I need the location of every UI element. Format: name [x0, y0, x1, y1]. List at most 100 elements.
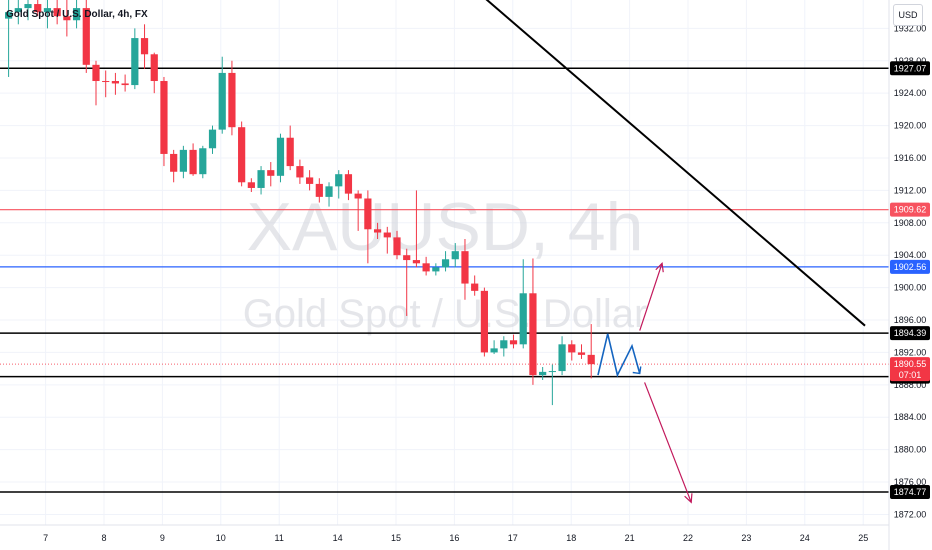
candle-body: [189, 149, 197, 175]
candle-body: [5, 12, 13, 19]
candle-body: [82, 8, 90, 65]
bar-countdown: 07:01: [899, 370, 922, 380]
candle-body: [267, 170, 275, 176]
candle-body: [257, 170, 265, 188]
y-tick-label: 1884.00: [894, 412, 927, 422]
x-tick-label: 10: [216, 533, 226, 543]
bullish-projection-arrow: [639, 263, 663, 331]
candle-body: [577, 352, 586, 355]
x-tick-label: 9: [160, 533, 165, 543]
candle-body: [238, 127, 246, 183]
x-tick-label: 17: [508, 533, 518, 543]
price-badge-1894.39-text: 1894.39: [894, 328, 927, 338]
candle-body: [364, 198, 372, 230]
y-tick-label: 1900.00: [894, 283, 927, 293]
watermark-ticker: XAUUSD, 4h: [247, 189, 644, 265]
x-tick-label: 7: [43, 533, 48, 543]
x-tick-label: 14: [333, 533, 343, 543]
candle-body: [422, 263, 430, 272]
candle-body: [276, 137, 285, 176]
candle-body: [14, 8, 22, 13]
symbol-title: Gold Spot / U.S. Dollar, 4h, FX: [6, 9, 148, 20]
candle-body: [170, 153, 178, 172]
candle-body: [72, 8, 81, 21]
plot-background: [0, 0, 889, 550]
x-tick-label: 18: [566, 533, 576, 543]
price-badge-1894.39: [890, 326, 930, 341]
x-tick-label: 22: [683, 533, 693, 543]
candle-body: [500, 340, 508, 349]
candle-body: [63, 16, 71, 21]
candle-body: [393, 237, 401, 256]
candle-body: [509, 340, 518, 345]
y-tick-label: 1888.00: [894, 380, 927, 390]
y-tick-label: 1924.00: [894, 88, 927, 98]
price-badge-1927.07-text: 1927.07: [894, 63, 927, 73]
candle-body: [529, 293, 537, 376]
y-tick-label: 1912.00: [894, 185, 927, 195]
candle-body: [247, 182, 255, 188]
y-tick-label: 1872.00: [894, 509, 927, 519]
y-tick-label: 1904.00: [894, 250, 927, 260]
x-tick-label: 8: [101, 533, 106, 543]
time-axis[interactable]: 7 8 9 10 11 14 15 16 17 18 21 22 23 24 25: [43, 533, 868, 543]
price-badge-1874.77-text: 1874.77: [894, 487, 927, 497]
bearish-projection-arrow: [644, 382, 692, 503]
candle-body: [461, 251, 469, 284]
candle-body: [344, 174, 353, 194]
price-badge-1902.56-text: 1902.56: [894, 262, 927, 272]
candle-body: [218, 72, 226, 130]
x-tick-label: 15: [391, 533, 401, 543]
candle-body: [150, 54, 158, 82]
price-badges: 1927.071909.621902.561894.391889.021874.…: [890, 61, 930, 500]
candle-body: [286, 137, 294, 167]
x-tick-label: 21: [625, 533, 635, 543]
y-tick-label: 1876.00: [894, 477, 927, 487]
candle-body: [335, 174, 343, 187]
candle-body: [383, 232, 391, 238]
candle-body: [179, 149, 187, 172]
currency-button[interactable]: USD: [893, 4, 923, 26]
candle-body: [587, 354, 595, 365]
y-tick-label: 1880.00: [894, 445, 927, 455]
candle-body: [208, 129, 217, 149]
candle-body: [480, 290, 488, 353]
bullish-projection-arrow-head: [655, 262, 664, 273]
candle-body: [558, 344, 566, 372]
candle-body: [43, 8, 52, 13]
price-badge-1909.62-text: 1909.62: [894, 205, 927, 215]
x-tick-label: 24: [800, 533, 810, 543]
y-tick-label: 1908.00: [894, 218, 927, 228]
candle-body: [121, 83, 129, 86]
candle-body: [548, 371, 556, 373]
descending-trendline: [485, 0, 866, 327]
watermark-name: Gold Spot / U.S. Dollar: [243, 292, 648, 336]
grid-layer: [0, 0, 889, 525]
current-price-badge: [890, 357, 930, 382]
candle-body: [102, 81, 110, 83]
candle-body: [412, 260, 421, 264]
candle-body: [451, 251, 459, 260]
y-tick-label: 1932.00: [894, 23, 927, 33]
candle-body: [490, 348, 498, 353]
candle-body: [325, 186, 333, 197]
x-tick-label: 11: [275, 533, 284, 543]
candle-body: [568, 344, 576, 353]
drawings: [485, 0, 866, 504]
candle-body: [539, 371, 547, 376]
y-tick-label: 1916.00: [894, 153, 927, 163]
price-badge-1874.77: [890, 485, 930, 500]
price-axis[interactable]: 1932.00 1928.00 1924.00 1920.00 1916.00 1912.…: [894, 23, 927, 519]
candle-body: [24, 4, 32, 9]
candle-body: [53, 8, 61, 17]
price-badge-1927.07: [890, 61, 930, 76]
price-badge-1902.56: [890, 259, 930, 274]
candle-body: [199, 148, 207, 175]
candle-body: [519, 293, 527, 345]
bearish-projection-arrow-head: [684, 493, 693, 504]
candle-body: [92, 64, 100, 82]
current-price-value: 1890.55: [894, 359, 927, 369]
y-tick-label: 1892.00: [894, 347, 927, 357]
